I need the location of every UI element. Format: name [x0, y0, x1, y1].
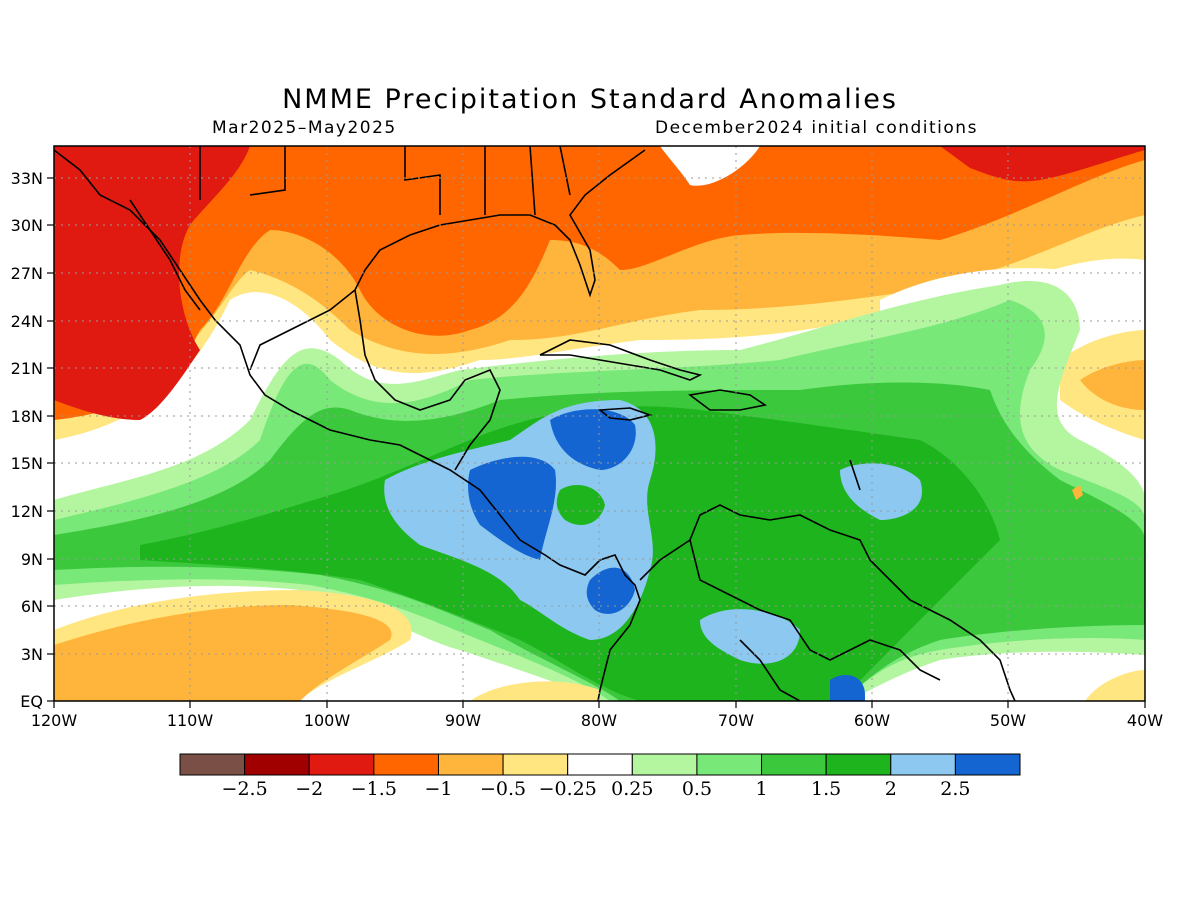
- map-title: NMME Precipitation Standard Anomalies: [282, 84, 898, 115]
- lat-tick-label: 15N: [11, 454, 43, 473]
- colorbar-label: 2.5: [940, 778, 970, 800]
- colorbar-label: −2.5: [222, 778, 268, 800]
- lat-axis: [47, 177, 54, 702]
- anomaly-field: [54, 146, 1145, 701]
- colorbar-label: 1: [755, 778, 767, 800]
- colorbar-label: −0.5: [480, 778, 526, 800]
- lon-tick-label: 90W: [445, 711, 481, 730]
- lat-tick-label: 9N: [21, 550, 43, 569]
- colorbar-label: 1.5: [811, 778, 841, 800]
- lat-tick-label: 27N: [11, 264, 43, 283]
- lon-tick-label: 40W: [1127, 711, 1163, 730]
- colorbar-swatch: [631, 753, 698, 776]
- colorbar-swatch: [244, 753, 310, 776]
- initial-conditions: December2024 initial conditions: [655, 118, 978, 138]
- lon-tick-label: 80W: [581, 711, 617, 730]
- lon-tick-label: 120W: [31, 711, 78, 730]
- colorbar-swatch: [954, 753, 1021, 776]
- lon-tick-label: 100W: [304, 711, 351, 730]
- colorbar: −2.5 −2 −1.5 −1 −0.5 −0.25 0.25 0.5 1 1.5 2 2.5: [179, 753, 1021, 800]
- coastlines: [54, 146, 1016, 701]
- lon-tick-label: 110W: [167, 711, 214, 730]
- lat-tick-label: 6N: [21, 597, 43, 616]
- lon-tick-labels: 120W 110W 100W 90W 80W 70W 60W 50W 40W: [31, 711, 1163, 730]
- colorbar-swatch: [567, 753, 633, 776]
- graticule: [54, 146, 1145, 701]
- colorbar-swatch: [308, 753, 375, 776]
- colorbar-label: 0.5: [682, 778, 712, 800]
- colorbar-swatch: [502, 753, 569, 776]
- lon-tick-label: 50W: [990, 711, 1026, 730]
- colorbar-label: 2: [885, 778, 897, 800]
- lat-tick-label: 33N: [11, 169, 43, 188]
- lat-tick-labels: EQ 3N 6N 9N 12N 15N 18N 21N 24N 27N 30N …: [11, 169, 43, 711]
- colorbar-label: −0.25: [539, 778, 597, 800]
- colorbar-swatch: [825, 753, 892, 776]
- colorbar-label: −2: [295, 778, 323, 800]
- colorbar-swatch: [890, 753, 956, 776]
- lat-tick-label: 24N: [11, 312, 43, 331]
- lat-tick-label: 3N: [21, 645, 43, 664]
- colorbar-label: −1.5: [351, 778, 397, 800]
- lat-tick-label: 30N: [11, 216, 43, 235]
- lon-tick-label: 60W: [854, 711, 890, 730]
- lon-axis: [53, 701, 1146, 708]
- colorbar-swatch: [437, 753, 504, 776]
- colorbar-label: 0.25: [611, 778, 653, 800]
- colorbar-swatch: [761, 753, 827, 776]
- colorbar-swatch: [373, 753, 439, 776]
- colorbar-label: −1: [424, 778, 452, 800]
- lat-tick-label: 12N: [11, 502, 43, 521]
- colorbar-swatch: [696, 753, 763, 776]
- lat-tick-label: 21N: [11, 359, 43, 378]
- colorbar-swatch: [179, 753, 246, 776]
- lat-tick-label: 18N: [11, 407, 43, 426]
- lat-tick-label: EQ: [20, 692, 43, 711]
- forecast-period: Mar2025–May2025: [212, 118, 397, 138]
- lon-tick-label: 70W: [718, 711, 754, 730]
